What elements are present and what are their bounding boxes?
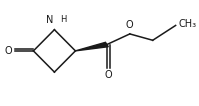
Text: N: N <box>46 15 54 25</box>
Text: H: H <box>60 15 66 24</box>
Text: CH₃: CH₃ <box>179 19 197 29</box>
Polygon shape <box>75 42 108 51</box>
Text: O: O <box>126 20 134 30</box>
Text: O: O <box>105 70 112 80</box>
Text: O: O <box>5 46 12 56</box>
